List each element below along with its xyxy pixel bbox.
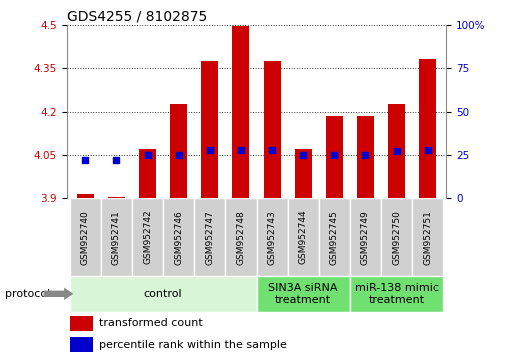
- Bar: [201, 61, 219, 198]
- Point: [206, 147, 214, 153]
- Text: control: control: [144, 289, 183, 299]
- Text: GSM952751: GSM952751: [423, 210, 432, 265]
- Point: [361, 152, 369, 158]
- Text: GSM952747: GSM952747: [205, 210, 214, 264]
- Bar: [132, 198, 163, 276]
- Text: GSM952748: GSM952748: [236, 210, 245, 264]
- Bar: [225, 198, 256, 276]
- Text: GSM952742: GSM952742: [143, 210, 152, 264]
- Text: GDS4255 / 8102875: GDS4255 / 8102875: [67, 10, 207, 24]
- Text: GSM952746: GSM952746: [174, 210, 183, 264]
- Bar: [350, 276, 443, 312]
- Point: [237, 147, 245, 153]
- Bar: [70, 337, 93, 352]
- Text: GSM952743: GSM952743: [268, 210, 277, 264]
- Point: [268, 147, 276, 153]
- Bar: [388, 104, 405, 198]
- Text: protocol: protocol: [5, 289, 50, 299]
- Text: GSM952740: GSM952740: [81, 210, 90, 264]
- Bar: [350, 198, 381, 276]
- Bar: [294, 149, 312, 198]
- Bar: [256, 198, 288, 276]
- Point: [174, 152, 183, 158]
- Point: [424, 147, 432, 153]
- Text: percentile rank within the sample: percentile rank within the sample: [99, 339, 287, 350]
- Text: GSM952745: GSM952745: [330, 210, 339, 264]
- Bar: [70, 316, 93, 331]
- Bar: [70, 276, 256, 312]
- Bar: [77, 194, 94, 198]
- Text: transformed count: transformed count: [99, 318, 203, 329]
- Bar: [326, 116, 343, 198]
- Point: [330, 152, 339, 158]
- Text: GSM952749: GSM952749: [361, 210, 370, 264]
- Text: GSM952744: GSM952744: [299, 210, 308, 264]
- Bar: [256, 276, 350, 312]
- Bar: [264, 61, 281, 198]
- Bar: [101, 198, 132, 276]
- Point: [392, 149, 401, 154]
- Bar: [381, 198, 412, 276]
- Text: miR-138 mimic
treatment: miR-138 mimic treatment: [354, 282, 439, 305]
- Text: SIN3A siRNA
treatment: SIN3A siRNA treatment: [268, 282, 338, 305]
- Bar: [357, 116, 374, 198]
- Bar: [108, 197, 125, 198]
- Bar: [319, 198, 350, 276]
- Point: [112, 157, 121, 163]
- Bar: [412, 198, 443, 276]
- Bar: [170, 104, 187, 198]
- Point: [299, 152, 307, 158]
- Bar: [288, 198, 319, 276]
- Bar: [419, 59, 436, 198]
- Bar: [70, 198, 101, 276]
- Text: GSM952741: GSM952741: [112, 210, 121, 264]
- Point: [144, 152, 152, 158]
- Bar: [139, 149, 156, 198]
- Bar: [232, 26, 249, 198]
- Point: [81, 157, 89, 163]
- Bar: [163, 198, 194, 276]
- Text: GSM952750: GSM952750: [392, 210, 401, 265]
- Bar: [194, 198, 225, 276]
